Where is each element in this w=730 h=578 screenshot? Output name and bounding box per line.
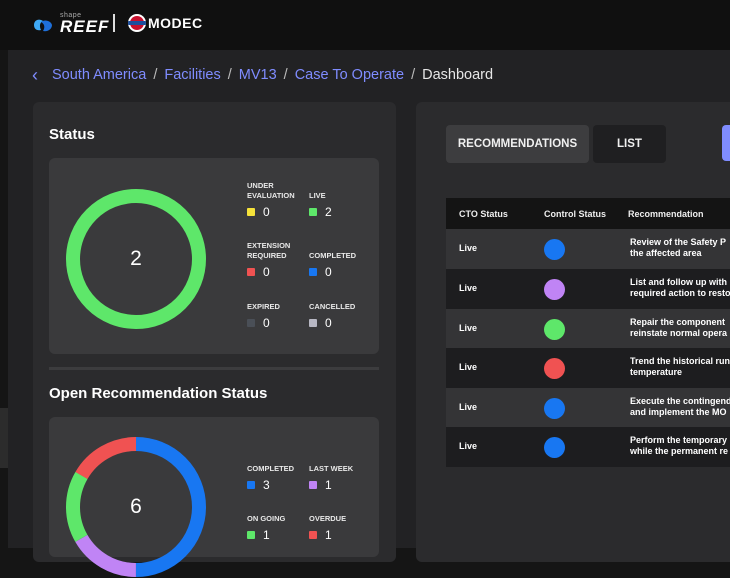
table-row[interactable]: Live Trend the historical run temperature xyxy=(446,348,730,388)
legend-swatch xyxy=(309,481,317,489)
status-total: 2 xyxy=(130,247,142,270)
table-header: CTO Status Control Status Recommendation xyxy=(446,198,730,229)
breadcrumb: ‹ South America / Facilities / MV13 / Ca… xyxy=(32,65,494,85)
legend-completed: COMPLETED 0 xyxy=(309,251,357,279)
legend-cancelled: CANCELLED 0 xyxy=(309,302,356,330)
table-row[interactable]: Live Perform the temporary while the perm… xyxy=(446,427,730,467)
side-strip xyxy=(0,408,8,468)
control-status-dot xyxy=(544,358,565,379)
logo-separator xyxy=(113,14,115,32)
open-recs-title: Open Recommendation Status xyxy=(49,385,268,402)
legend-recs-overdue: OVERDUE 1 xyxy=(309,514,347,542)
breadcrumb-facilities[interactable]: Facilities xyxy=(164,67,221,83)
control-status-dot xyxy=(544,398,565,419)
control-status-dot xyxy=(544,319,565,340)
back-chevron-icon[interactable]: ‹ xyxy=(32,65,38,85)
table-row[interactable]: Live Repair the component reinstate norma… xyxy=(446,309,730,349)
legend-swatch xyxy=(247,268,255,276)
legend-swatch xyxy=(309,531,317,539)
legend-extension-required: EXTENSION REQUIRED 0 xyxy=(247,241,291,279)
col-control-status[interactable]: Control Status xyxy=(544,209,606,219)
legend-swatch xyxy=(309,208,317,216)
legend-swatch xyxy=(247,208,255,216)
modec-logo: MODEC xyxy=(128,14,203,32)
legend-swatch xyxy=(309,319,317,327)
control-status-dot xyxy=(544,437,565,458)
reef-logo-text: REEF xyxy=(60,17,110,36)
open-recs-card xyxy=(49,417,379,557)
status-donut-chart[interactable] xyxy=(65,188,207,330)
status-donut-live-segment xyxy=(66,189,206,329)
legend-under-evaluation: UNDER EVALUATION 0 xyxy=(247,181,295,219)
tab-recommendations[interactable]: RECOMMENDATIONS xyxy=(446,125,589,163)
section-divider xyxy=(49,367,379,370)
legend-recs-last-week: LAST WEEK 1 xyxy=(309,464,354,492)
legend-swatch xyxy=(247,481,255,489)
reef-logo[interactable]: shape REEF xyxy=(32,12,110,37)
legend-swatch xyxy=(309,268,317,276)
status-title: Status xyxy=(49,126,95,143)
status-card xyxy=(49,158,379,354)
table-row[interactable]: Live Execute the contingend and implement… xyxy=(446,388,730,428)
legend-swatch xyxy=(247,319,255,327)
breadcrumb-mv13[interactable]: MV13 xyxy=(238,67,277,83)
table-row[interactable]: Live List and follow up with required act… xyxy=(446,269,730,309)
top-bar xyxy=(0,0,730,50)
open-recs-total: 6 xyxy=(130,495,142,518)
legend-recs-completed: COMPLETED 3 xyxy=(247,464,295,492)
legend-live: LIVE 2 xyxy=(309,191,332,219)
reef-logo-icon xyxy=(34,19,52,32)
legend-recs-ongoing: ON GOING 1 xyxy=(247,514,286,542)
breadcrumb-current: Dashboard xyxy=(422,67,494,83)
reef-small-text: shape xyxy=(60,12,82,19)
action-button[interactable] xyxy=(722,125,730,161)
col-cto-status[interactable]: CTO Status xyxy=(459,209,508,219)
breadcrumb-south-america[interactable]: South America xyxy=(52,67,147,83)
col-recommendation[interactable]: Recommendation xyxy=(628,209,704,219)
donut-overdue-segment xyxy=(66,437,206,577)
tab-list[interactable]: LIST xyxy=(593,125,666,163)
control-status-dot xyxy=(544,279,565,300)
breadcrumb-case-to-operate[interactable]: Case To Operate xyxy=(294,67,405,83)
legend-expired: EXPIRED 0 xyxy=(247,302,280,330)
legend-swatch xyxy=(247,531,255,539)
modec-logo-text: MODEC xyxy=(148,15,203,31)
control-status-dot xyxy=(544,239,565,260)
donut-ongoing-segment xyxy=(66,437,206,577)
modec-emblem-icon xyxy=(128,14,146,32)
